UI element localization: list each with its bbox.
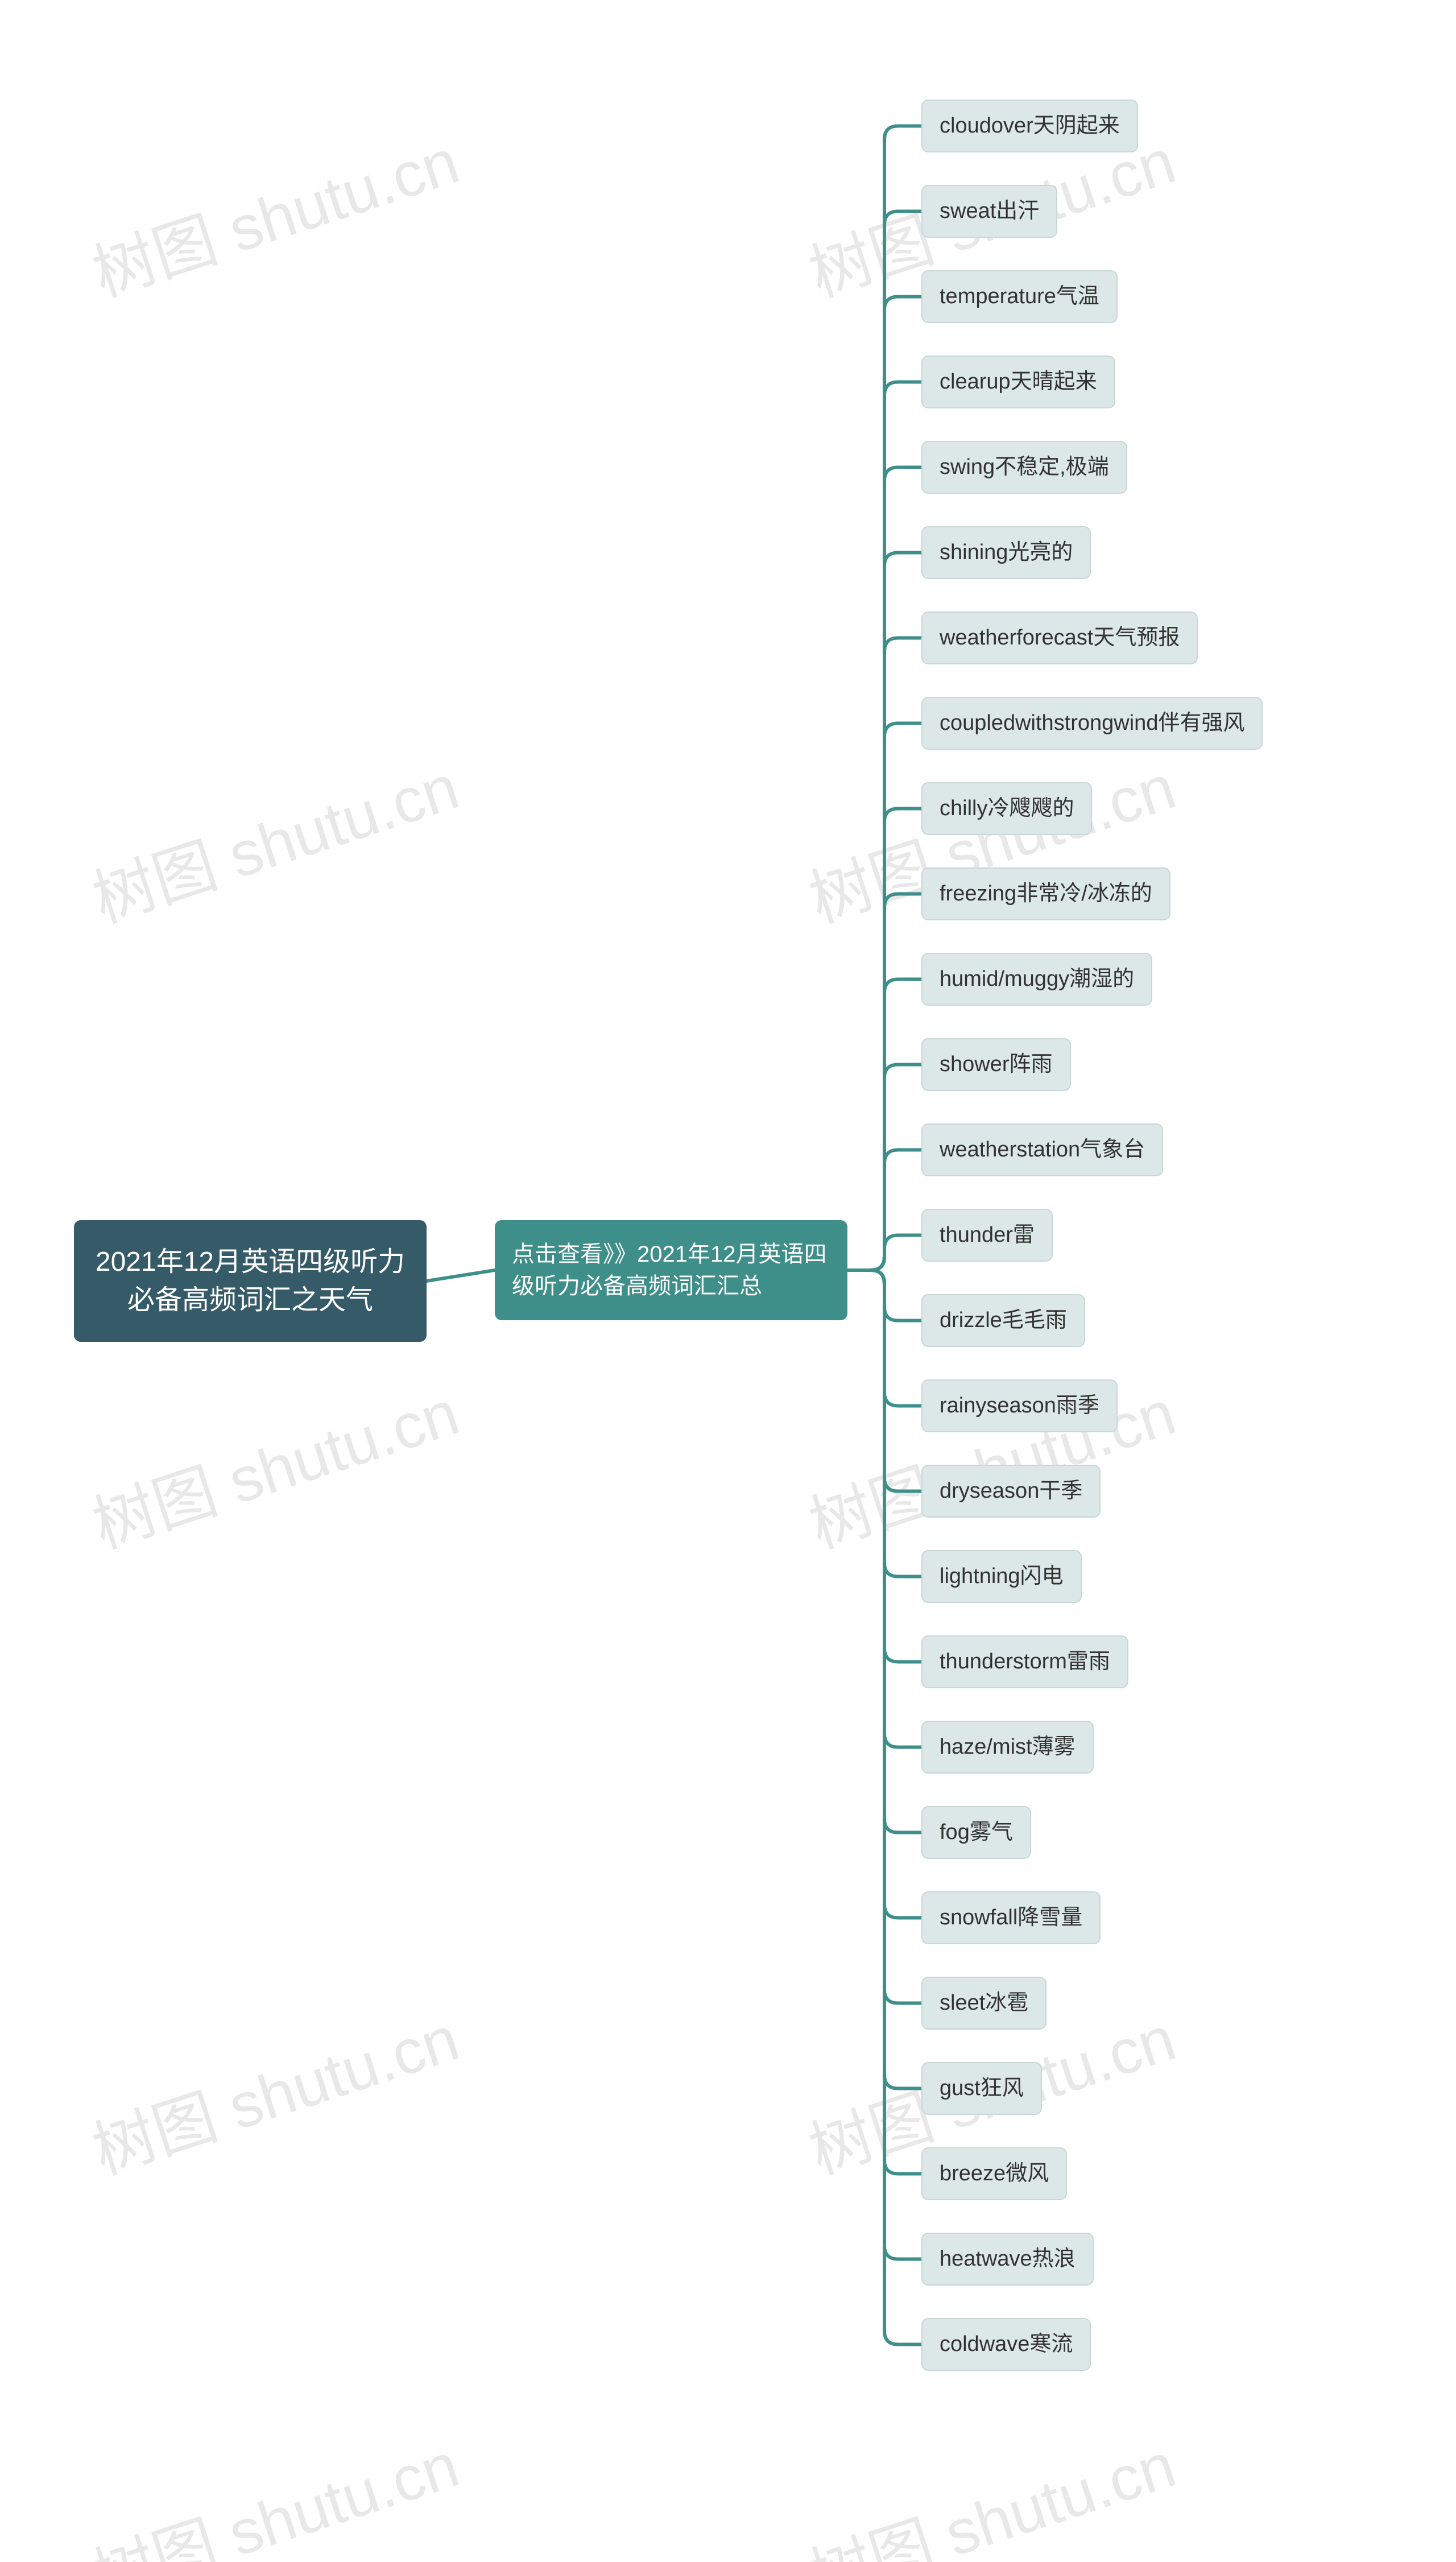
watermark-text: 树图 shutu.cn	[80, 2414, 468, 2562]
watermark-text: 树图 shutu.cn	[80, 110, 468, 314]
leaf-node[interactable]: humid/muggy潮湿的	[921, 953, 1152, 1006]
watermark-text: 树图 shutu.cn	[80, 736, 468, 940]
leaf-node[interactable]: fog雾气	[921, 1806, 1031, 1859]
leaf-label: haze/mist薄雾	[940, 1735, 1076, 1759]
branch-label: 点击查看》》2021年12月英语四级听力必备高频词汇汇总	[512, 1242, 826, 1299]
watermark-text: 树图 shutu.cn	[80, 1987, 468, 2191]
leaf-label: coldwave寒流	[940, 2332, 1073, 2356]
leaf-label: cloudover天阴起来	[940, 114, 1120, 138]
leaf-node[interactable]: haze/mist薄雾	[921, 1721, 1094, 1774]
root-node[interactable]: 2021年12月英语四级听力必备高频词汇之天气	[74, 1220, 427, 1342]
leaf-node[interactable]: chilly冷飕飕的	[921, 782, 1092, 835]
leaf-label: clearup天晴起来	[940, 370, 1097, 394]
leaf-label: drizzle毛毛雨	[940, 1308, 1067, 1332]
leaf-node[interactable]: lightning闪电	[921, 1550, 1082, 1603]
leaf-label: thunder雷	[940, 1223, 1035, 1247]
leaf-label: lightning闪电	[940, 1564, 1064, 1588]
leaf-node[interactable]: shining光亮的	[921, 526, 1091, 579]
leaf-label: gust狂风	[940, 2076, 1024, 2100]
leaf-node[interactable]: thunderstorm雷雨	[921, 1635, 1128, 1688]
leaf-node[interactable]: rainyseason雨季	[921, 1379, 1118, 1432]
leaf-label: swing不稳定,极端	[940, 455, 1109, 479]
watermark-text: 树图 shutu.cn	[80, 1362, 468, 1565]
mindmap-canvas: 2021年12月英语四级听力必备高频词汇之天气 点击查看》》2021年12月英语…	[0, 0, 1456, 2562]
leaf-label: rainyseason雨季	[940, 1394, 1099, 1418]
leaf-node[interactable]: dryseason干季	[921, 1465, 1101, 1518]
leaf-node[interactable]: clearup天晴起来	[921, 356, 1115, 408]
leaf-label: weatherforecast天气预报	[940, 626, 1180, 650]
leaf-label: sleet冰雹	[940, 1991, 1028, 2015]
leaf-label: shower阵雨	[940, 1052, 1053, 1076]
leaf-node[interactable]: sleet冰雹	[921, 1977, 1046, 2030]
leaf-label: fog雾气	[940, 1820, 1013, 1844]
leaf-label: temperature气温	[940, 284, 1099, 308]
leaf-node[interactable]: cloudover天阴起来	[921, 100, 1138, 152]
leaf-label: chilly冷飕飕的	[940, 796, 1074, 820]
leaf-node[interactable]: coupledwithstrongwind伴有强风	[921, 697, 1263, 750]
watermark-text: 树图 shutu.cn	[796, 2414, 1185, 2562]
leaf-label: coupledwithstrongwind伴有强风	[940, 711, 1244, 735]
leaf-label: thunderstorm雷雨	[940, 1650, 1110, 1673]
leaf-node[interactable]: snowfall降雪量	[921, 1891, 1101, 1944]
leaf-node[interactable]: heatwave热浪	[921, 2233, 1094, 2286]
leaf-label: sweat出汗	[940, 199, 1039, 223]
leaf-node[interactable]: shower阵雨	[921, 1038, 1071, 1091]
leaf-node[interactable]: thunder雷	[921, 1209, 1053, 1262]
leaf-node[interactable]: temperature气温	[921, 270, 1118, 323]
leaf-node[interactable]: sweat出汗	[921, 185, 1057, 238]
leaf-node[interactable]: breeze微风	[921, 2147, 1067, 2200]
leaf-label: breeze微风	[940, 2162, 1049, 2185]
leaf-node[interactable]: weatherforecast天气预报	[921, 611, 1198, 664]
leaf-node[interactable]: swing不稳定,极端	[921, 441, 1127, 494]
leaf-label: freezing非常冷/冰冻的	[940, 882, 1152, 906]
leaf-node[interactable]: drizzle毛毛雨	[921, 1294, 1085, 1347]
leaf-label: humid/muggy潮湿的	[940, 967, 1134, 991]
branch-node[interactable]: 点击查看》》2021年12月英语四级听力必备高频词汇汇总	[495, 1220, 847, 1320]
leaf-label: shining光亮的	[940, 540, 1073, 564]
leaf-node[interactable]: weatherstation气象台	[921, 1123, 1163, 1176]
leaf-label: heatwave热浪	[940, 2247, 1076, 2271]
leaf-label: weatherstation气象台	[940, 1138, 1145, 1162]
leaf-label: dryseason干季	[940, 1479, 1082, 1503]
leaf-node[interactable]: coldwave寒流	[921, 2318, 1091, 2371]
leaf-node[interactable]: freezing非常冷/冰冻的	[921, 867, 1170, 920]
leaf-label: snowfall降雪量	[940, 1906, 1082, 1929]
root-label: 2021年12月英语四级听力必备高频词汇之天气	[96, 1247, 405, 1315]
leaf-node[interactable]: gust狂风	[921, 2062, 1042, 2115]
